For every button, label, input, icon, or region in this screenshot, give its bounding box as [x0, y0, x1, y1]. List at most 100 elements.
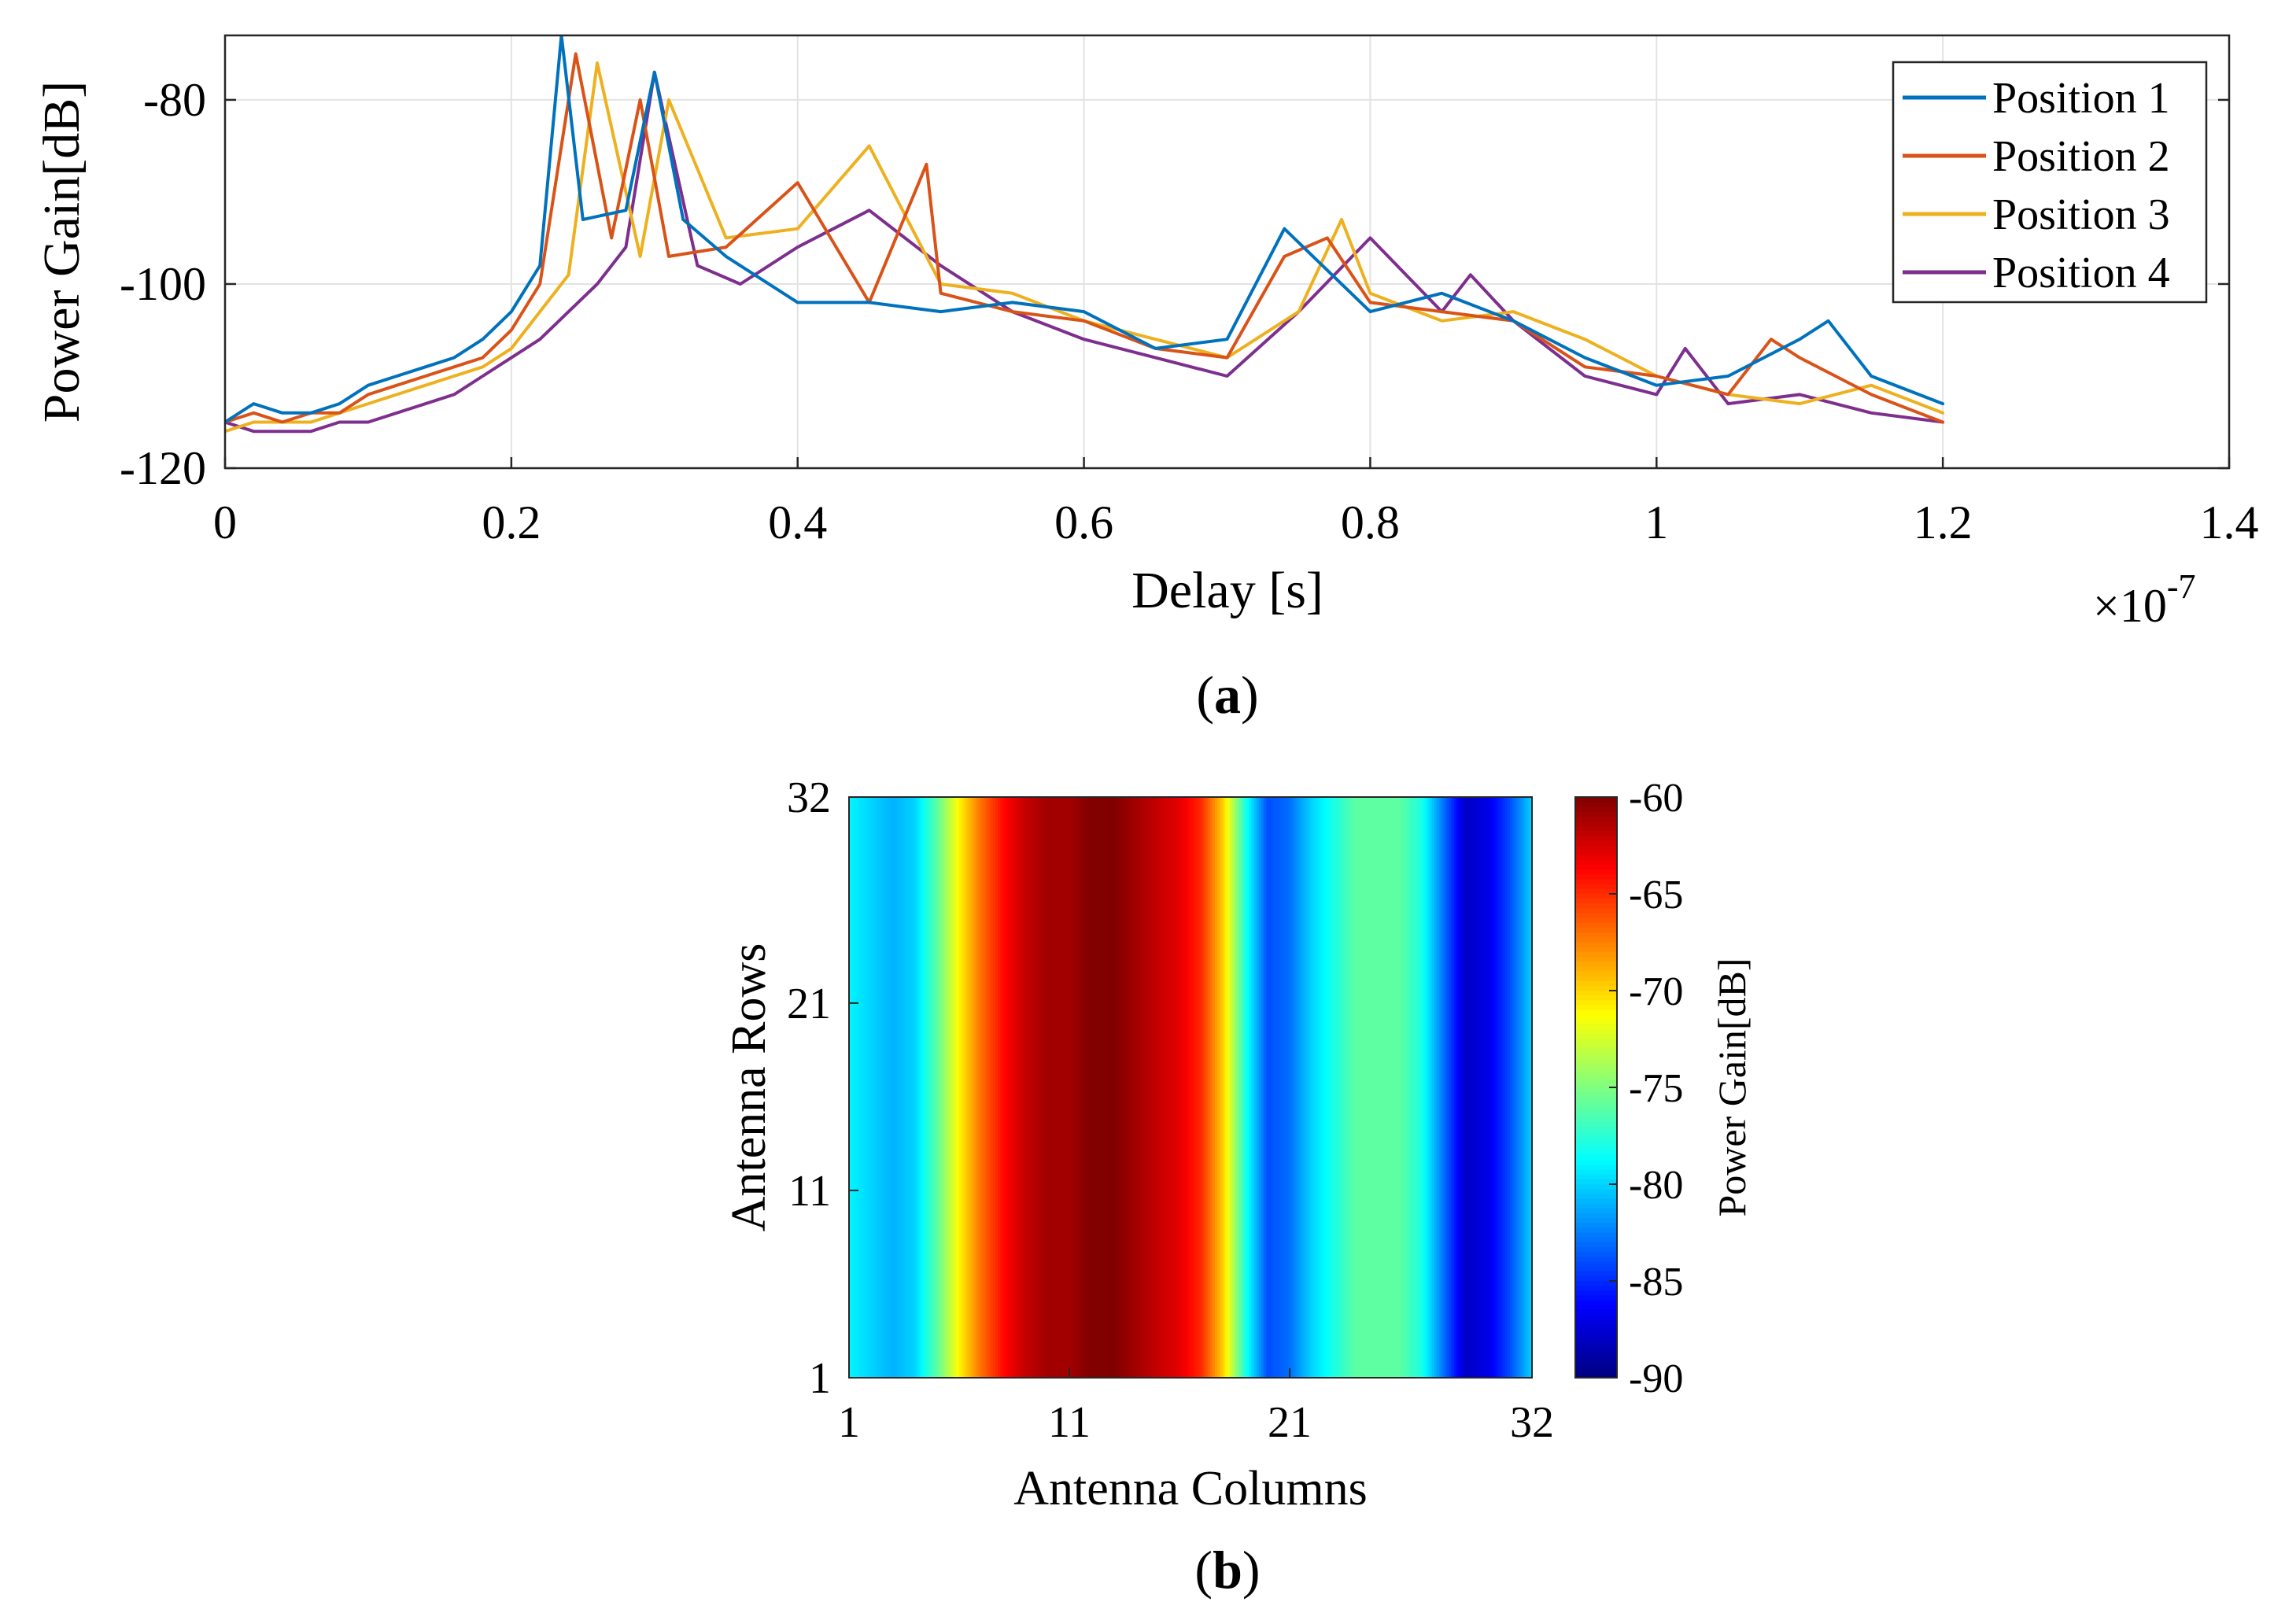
colorbar-cell	[1575, 1261, 1617, 1268]
heatmap-cell	[1288, 797, 1291, 1378]
heatmap-cell	[1205, 797, 1209, 1378]
heatmap-cell	[1087, 797, 1091, 1378]
heatmap-cell	[1400, 797, 1404, 1378]
heatmap-cell	[1163, 797, 1167, 1378]
heatmap-cell	[976, 797, 980, 1378]
heatmap-cell	[1036, 797, 1040, 1378]
colorbar-cell	[1575, 1150, 1617, 1156]
heatmap-cell	[1242, 797, 1245, 1378]
heatmap-cell	[1215, 797, 1218, 1378]
panel-letter-a: a	[1214, 665, 1241, 725]
colorbar-tick-label: -65	[1629, 873, 1683, 917]
heatmap-cell	[1453, 797, 1457, 1378]
series-line-position-3	[225, 61, 1945, 434]
heatmap-cell	[1131, 797, 1135, 1378]
heatmap-cell	[1063, 797, 1067, 1378]
heatmap-cell	[1307, 797, 1311, 1378]
colorbar-cell	[1575, 1208, 1617, 1214]
heatmap-cell	[907, 797, 911, 1378]
heatmap-cell	[1434, 797, 1438, 1378]
heatmap-cell	[1424, 797, 1428, 1378]
heatmap-cell	[903, 797, 906, 1378]
heatmap-cell	[1014, 797, 1018, 1378]
heatmap-cell	[1102, 797, 1106, 1378]
heatmap-cell	[1000, 797, 1004, 1378]
heatmap-cell	[1195, 797, 1199, 1378]
colorbar-cell	[1575, 797, 1617, 803]
legend-label-position-2: Position 2	[1992, 132, 2170, 181]
heatmap-cell	[958, 797, 962, 1378]
heatmap-cell	[1176, 797, 1179, 1378]
colorbar-cell	[1575, 859, 1617, 866]
heatmap-cell	[971, 797, 974, 1378]
heatmap-cell	[1342, 797, 1346, 1378]
x-tick-label: 1.2	[1914, 496, 1973, 548]
heatmap-cell	[1080, 797, 1084, 1378]
heatmap-cell	[961, 797, 965, 1378]
heatmap-cell	[868, 797, 872, 1378]
heatmap-cell	[1320, 797, 1323, 1378]
heatmap-cell	[1382, 797, 1386, 1378]
heatmap-cell	[1488, 797, 1492, 1378]
heatmap-cell	[1256, 797, 1260, 1378]
heatmap-cell	[1190, 797, 1194, 1378]
heatmap-cell	[1410, 797, 1413, 1378]
heatmap-cell	[912, 797, 916, 1378]
colorbar-cell	[1575, 980, 1617, 987]
heatmap-cell	[1317, 797, 1321, 1378]
heatmap-cell	[1273, 797, 1277, 1378]
heatmap-cell	[1427, 797, 1430, 1378]
heatmap-cell	[1522, 797, 1526, 1378]
colorbar-cell	[1575, 1320, 1617, 1326]
heatmap-cell	[1049, 797, 1053, 1378]
colorbar-cell	[1575, 821, 1617, 827]
heatmap-cell	[1246, 797, 1250, 1378]
heatmap-cell	[1397, 797, 1401, 1378]
colorbar-cell	[1575, 1164, 1617, 1171]
x-tick-label: 1.4	[2200, 496, 2259, 548]
colorbar-cell	[1575, 1194, 1617, 1200]
colorbar-cell	[1575, 865, 1617, 871]
heatmap-cell	[1039, 797, 1043, 1378]
heatmap-cell	[1512, 797, 1516, 1378]
heatmap-cell	[888, 797, 891, 1378]
heatmap-cell	[1275, 797, 1279, 1378]
heatmap-cell	[1005, 797, 1009, 1378]
heatmap-cell	[1212, 797, 1216, 1378]
colorbar-cell	[1575, 1349, 1617, 1355]
panel-label-a: (a)	[1196, 665, 1258, 725]
heatmap-cell	[1519, 797, 1523, 1378]
heatmap-cell	[951, 797, 955, 1378]
heatmap-cell	[1412, 797, 1416, 1378]
heatmap-cell	[1054, 797, 1058, 1378]
heatmap-cell	[1161, 797, 1165, 1378]
heatmap-cell	[866, 797, 869, 1378]
panel-letter-b: b	[1213, 1540, 1242, 1600]
y-tick-label-b: 11	[788, 1167, 831, 1216]
panel-label-b: (b)	[1194, 1540, 1260, 1600]
legend: Position 1 Position 2 Position 3 Position 4	[1892, 61, 2208, 304]
heatmap-cell	[956, 797, 960, 1378]
heatmap-cell	[1371, 797, 1375, 1378]
heatmap-cell	[1178, 797, 1182, 1378]
heatmap-cell	[1451, 797, 1455, 1378]
heatmap-cell	[1486, 797, 1489, 1378]
heatmap-cell	[1344, 797, 1348, 1378]
x-tick-label-b: 11	[1048, 1398, 1091, 1447]
heatmap-cell	[1473, 797, 1477, 1378]
colorbar-cell	[1575, 1014, 1617, 1021]
heatmap-cell	[1234, 797, 1238, 1378]
heatmap-cell	[1419, 797, 1423, 1378]
colorbar-cell	[1575, 928, 1617, 933]
legend-label-position-4: Position 4	[1992, 249, 2170, 297]
heatmap-cell	[1171, 797, 1175, 1378]
heatmap-cell	[1266, 797, 1269, 1378]
heatmap-cell	[1120, 797, 1123, 1378]
colorbar-cell	[1575, 1227, 1617, 1234]
heatmap-cell	[1461, 797, 1464, 1378]
heatmap-cell	[1193, 797, 1196, 1378]
colorbar-cell	[1575, 1009, 1617, 1016]
heatmap-cell	[1278, 797, 1282, 1378]
heatmap-cell	[987, 797, 991, 1378]
